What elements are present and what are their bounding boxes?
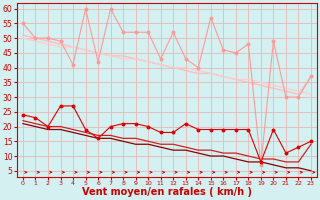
- X-axis label: Vent moyen/en rafales ( km/h ): Vent moyen/en rafales ( km/h ): [82, 187, 252, 197]
